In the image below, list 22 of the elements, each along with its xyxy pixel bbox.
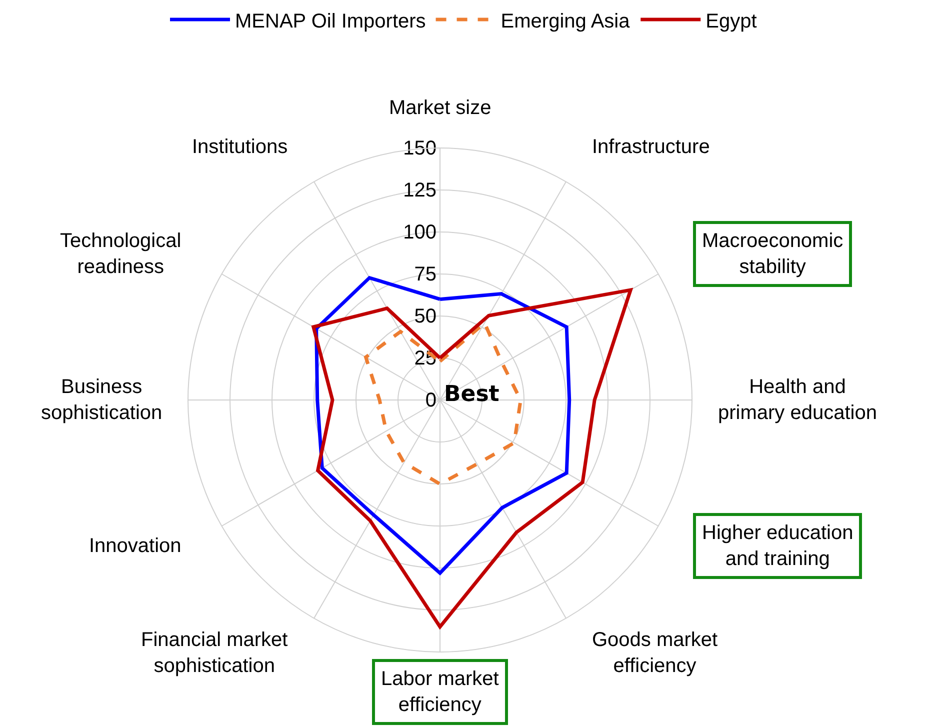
y-tick-label: 125 [403, 180, 436, 202]
legend-label: Emerging Asia [500, 10, 631, 32]
legend-label: MENAP Oil Importers [235, 10, 426, 32]
spoke-label: Financial market sophistication [141, 629, 288, 677]
y-tick-label: 0 [425, 390, 436, 412]
text: Best [444, 382, 500, 407]
spoke-label: Health and primary education [718, 376, 877, 424]
y-tick-label: 75 [414, 264, 436, 286]
y-tick-label: 150 [403, 138, 436, 160]
spoke-label: Labor market efficiency [381, 668, 500, 716]
spoke-label: Technological readiness [60, 230, 182, 278]
spoke-label: Business sophistication [41, 376, 162, 424]
spoke-label: Infrastructure [592, 136, 710, 158]
y-tick-label: 50 [414, 306, 436, 328]
y-tick-label: 100 [403, 222, 436, 244]
spoke-label: Macroeconomic stability [702, 230, 844, 278]
spoke-label: Market size [389, 97, 492, 119]
legend-label: Egypt [706, 10, 758, 32]
spoke-label: Innovation [89, 535, 182, 557]
spoke-label: Institutions [192, 136, 288, 158]
spoke-label: Goods market efficiency [592, 629, 718, 677]
spoke-label: Higher education and training [702, 522, 854, 570]
